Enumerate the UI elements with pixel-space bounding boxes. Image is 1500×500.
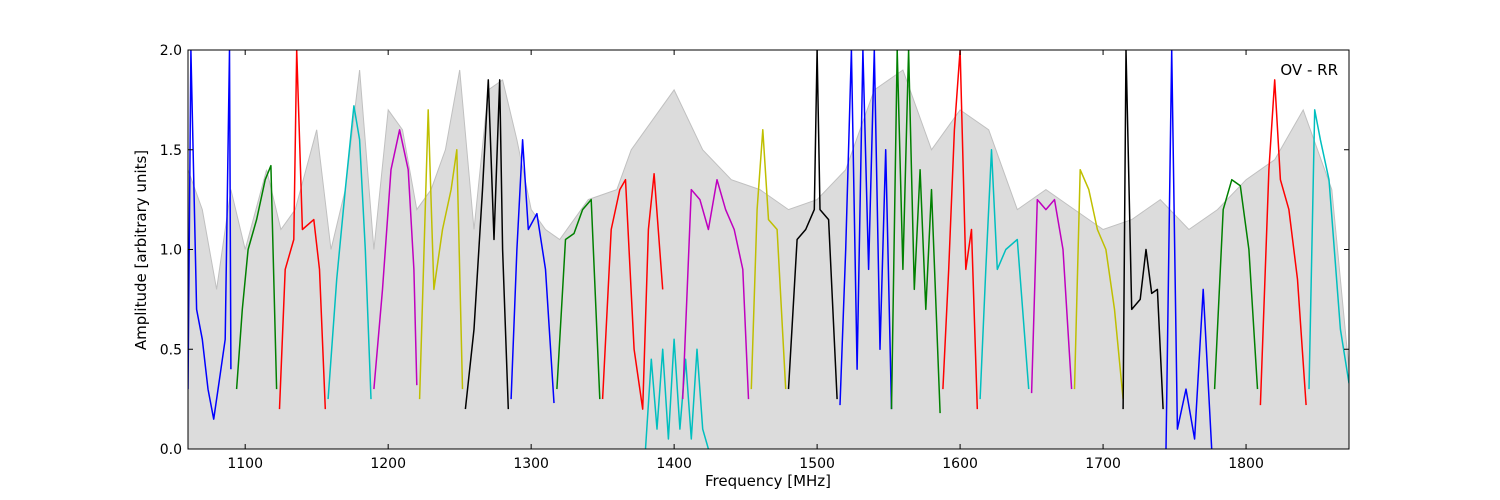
series-line-1 bbox=[188, 50, 232, 420]
series-line-23 bbox=[1213, 178, 1259, 390]
y-tick-label: 1.5 bbox=[160, 143, 182, 159]
series-line-10 bbox=[601, 172, 664, 410]
x-axis-ticks: 1100 1200 1300 1400 1500 1600 1700 1800 bbox=[227, 50, 1264, 472]
series-line-19 bbox=[1030, 198, 1073, 394]
series-line-2 bbox=[235, 164, 278, 390]
series-line-15 bbox=[839, 50, 893, 410]
series-line-7 bbox=[464, 79, 510, 410]
series-line-4 bbox=[327, 105, 372, 400]
series-line-9 bbox=[556, 198, 601, 400]
series-line-12 bbox=[681, 178, 750, 400]
y-axis-label: Amplitude [arbitrary units] bbox=[132, 150, 150, 350]
series-line-16 bbox=[890, 50, 941, 414]
x-tick-label: 1800 bbox=[1228, 456, 1264, 472]
series-line-22 bbox=[1165, 50, 1213, 449]
series-line-17 bbox=[942, 50, 979, 410]
series-line-25 bbox=[1308, 109, 1349, 390]
y-tick-label: 2.0 bbox=[160, 43, 182, 59]
x-tick-label: 1300 bbox=[513, 456, 549, 472]
series-line-24 bbox=[1259, 79, 1307, 406]
series-line-20 bbox=[1073, 168, 1124, 400]
panel-annotation: OV - RR bbox=[1280, 61, 1338, 79]
x-tick-label: 1100 bbox=[227, 456, 263, 472]
series-line-21 bbox=[1122, 50, 1164, 410]
x-tick-label: 1400 bbox=[656, 456, 692, 472]
y-tick-label: 0.0 bbox=[160, 442, 182, 458]
y-tick-label: 1.0 bbox=[160, 243, 182, 259]
series-line-6 bbox=[418, 109, 464, 400]
series-line-14 bbox=[787, 50, 838, 400]
x-tick-label: 1500 bbox=[799, 456, 835, 472]
plot-area bbox=[188, 50, 1349, 449]
series-line-3 bbox=[278, 50, 327, 410]
series-line-5 bbox=[373, 129, 418, 390]
series-line-13 bbox=[750, 129, 787, 390]
y-tick-label: 0.5 bbox=[160, 342, 182, 358]
x-tick-label: 1600 bbox=[942, 456, 978, 472]
x-tick-label: 1200 bbox=[370, 456, 406, 472]
series-line-8 bbox=[510, 139, 555, 404]
series-line-11 bbox=[644, 338, 710, 449]
series-line-18 bbox=[979, 149, 1030, 400]
y-axis-ticks: 0.0 0.5 1.0 1.5 2.0 bbox=[160, 43, 1349, 458]
x-axis-label: Frequency [MHz] bbox=[705, 472, 831, 490]
x-tick-label: 1700 bbox=[1085, 456, 1121, 472]
